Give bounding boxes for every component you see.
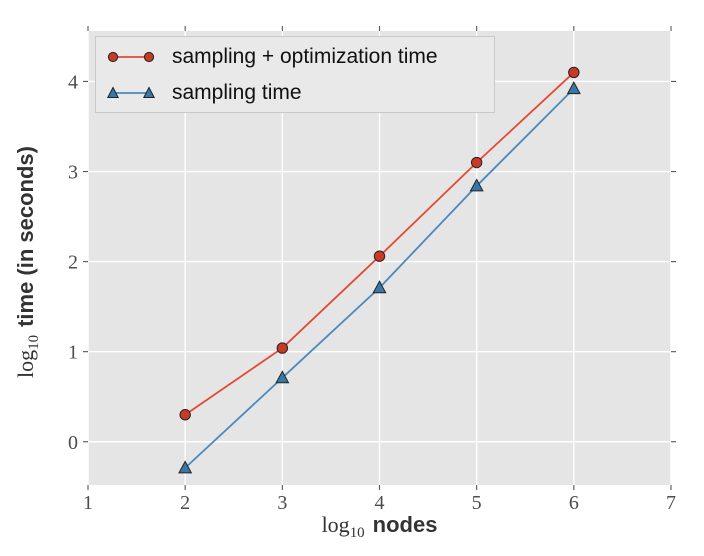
data-point-triangle (566, 81, 581, 95)
x-tick-label: 7 (666, 492, 676, 514)
legend-item-sampling: sampling time (104, 75, 494, 111)
x-axis-label-log: log (321, 512, 350, 537)
x-tick-label: 3 (277, 492, 287, 514)
data-point-circle (373, 250, 386, 262)
legend-label-sampling: sampling time (172, 80, 302, 104)
data-point-circle (276, 342, 289, 354)
x-tick-label: 4 (375, 492, 385, 514)
legend: sampling + optimization time sampling ti… (95, 36, 495, 113)
y-tick-label: 2 (68, 252, 78, 274)
x-axis-label-word: nodes (372, 512, 438, 537)
data-point-triangle (372, 280, 387, 294)
y-tick-label: 3 (68, 162, 78, 184)
x-tick-label: 5 (472, 492, 482, 514)
y-tick-label: 4 (68, 71, 78, 93)
data-point-circle (179, 409, 191, 421)
y-axis-label-word: time (in seconds) (13, 146, 38, 327)
legend-item-sampling-optimization: sampling + optimization time (104, 39, 494, 75)
legend-label-sampling-optimization: sampling + optimization time (172, 44, 438, 68)
x-axis-label: log10 nodes (88, 512, 671, 541)
legend-red-circle-line-sample (107, 51, 155, 62)
data-point-circle (470, 156, 483, 169)
y-tick-label: 1 (68, 342, 78, 364)
x-tick-label: 1 (83, 492, 93, 514)
x-tick-label: 6 (569, 492, 579, 514)
x-axis-label-subscript: 10 (349, 525, 365, 541)
data-point-circle (568, 66, 580, 79)
y-axis-label-log: log (13, 349, 38, 378)
y-tick-label: 0 (68, 432, 78, 454)
y-axis-label: log10 time (in seconds) (13, 146, 42, 378)
data-point-triangle (275, 370, 290, 384)
data-point-triangle (469, 178, 484, 192)
data-point-triangle (178, 460, 193, 474)
x-tick-label: 2 (180, 492, 190, 514)
legend-blue-triangle-line-sample (106, 85, 156, 98)
y-axis-label-subscript: 10 (26, 334, 42, 350)
